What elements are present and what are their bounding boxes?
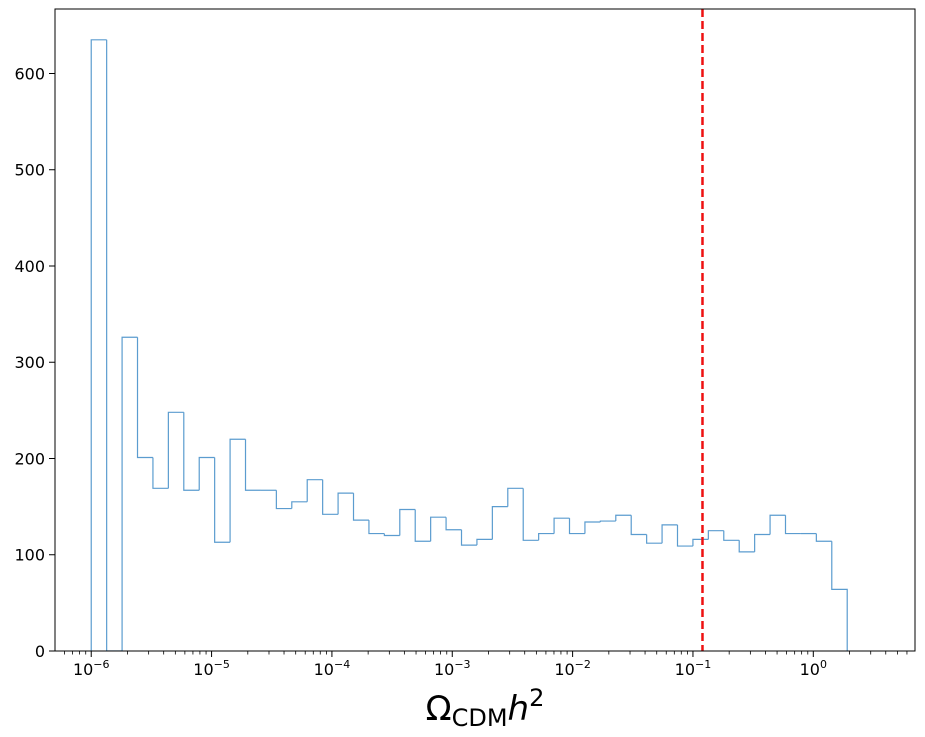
histogram-bar <box>769 514 786 535</box>
histogram-bar <box>306 479 323 502</box>
x-axis-title: ΩCDMh2 <box>426 684 545 732</box>
histogram-bar <box>738 540 755 553</box>
histogram-bar <box>661 524 678 544</box>
x-tick-label: 10−6 <box>73 658 110 679</box>
histogram-bar <box>676 524 693 547</box>
histogram-bar <box>229 438 246 543</box>
histogram-bar <box>121 336 138 651</box>
histogram-bar <box>198 456 215 491</box>
x-tick-label: 10−4 <box>314 658 351 679</box>
x-axis-label: ΩCDMh2 <box>426 684 545 732</box>
histogram-bar <box>723 530 740 541</box>
histogram-bar <box>399 508 416 536</box>
histogram-bar <box>214 457 231 543</box>
histogram-bar <box>646 534 663 544</box>
histogram-bar <box>167 411 184 489</box>
y-tick-label: 600 <box>14 64 45 83</box>
histogram-bar <box>275 490 292 510</box>
x-tick-label: 10−3 <box>434 658 471 679</box>
histogram-bar <box>507 487 524 507</box>
histogram-bar <box>553 517 570 534</box>
plot-area <box>54 8 916 652</box>
histogram-bar <box>584 521 601 534</box>
x-axis: 10−6 10−5 10−4 10−3 10−2 10−1 100 <box>64 651 908 679</box>
histogram-bar <box>491 506 508 540</box>
x-tick-label: 10−5 <box>193 658 230 679</box>
y-tick-label: 100 <box>14 546 45 565</box>
histogram-bar <box>430 516 447 542</box>
x-tick-label: 100 <box>800 658 827 679</box>
histogram-bar <box>244 439 261 491</box>
histogram-bar <box>352 493 369 521</box>
histogram-bar <box>522 488 539 541</box>
y-tick-label: 500 <box>14 161 45 180</box>
histogram-bar <box>414 509 431 542</box>
histogram-bar <box>322 479 339 515</box>
axes-frame <box>54 8 916 652</box>
histogram-bar <box>337 492 354 515</box>
y-tick-label: 0 <box>35 642 45 661</box>
histogram-bar <box>136 337 153 459</box>
histogram-bar <box>568 518 585 535</box>
y-tick-label: 200 <box>14 449 45 468</box>
histogram-bar <box>291 501 308 509</box>
x-tick-label: 10−1 <box>675 658 712 679</box>
histogram-bar <box>754 533 771 552</box>
y-axis: 0 100 200 300 400 500 600 <box>14 64 55 661</box>
histogram-bar <box>460 529 477 546</box>
x-tick-label: 10−2 <box>554 658 591 679</box>
histogram-bar <box>692 538 709 547</box>
histogram-bar <box>707 530 724 540</box>
histogram-bar <box>476 538 493 546</box>
histogram-bar <box>368 520 385 535</box>
histogram-bar <box>615 514 632 522</box>
histogram-bar <box>815 533 832 542</box>
histogram-bar <box>445 517 462 531</box>
histogram-bar <box>152 457 169 489</box>
histogram-bar <box>383 533 400 537</box>
histogram-bar <box>831 541 848 651</box>
histogram-bar <box>599 520 616 523</box>
y-tick-label: 300 <box>14 353 45 372</box>
histogram-bar <box>784 515 801 535</box>
histogram-bar <box>106 39 123 651</box>
histogram-bar <box>183 412 200 491</box>
histogram-bars <box>90 39 848 651</box>
histogram-bar <box>630 515 647 536</box>
y-tick-label: 400 <box>14 257 45 276</box>
histogram-bar <box>90 39 107 651</box>
histogram-bar <box>538 532 555 541</box>
